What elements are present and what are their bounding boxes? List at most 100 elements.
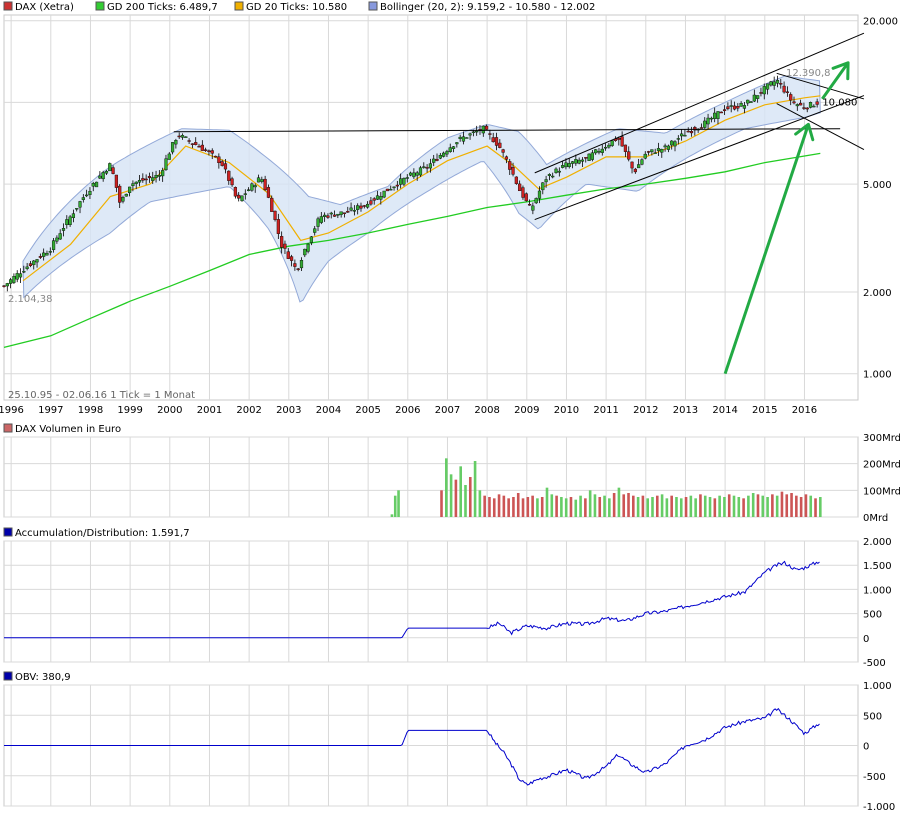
- legend-label-bollinger: Bollinger (20, 2): 9.159,2 - 10.580 - 12…: [380, 2, 595, 13]
- ad-title: Accumulation/Distribution: 1.591,7: [15, 528, 190, 539]
- x-tick-2001: 2001: [197, 405, 222, 416]
- volume-bar: [440, 490, 443, 517]
- candle-body: [468, 133, 472, 136]
- candle-body: [329, 212, 333, 215]
- candle-body: [12, 276, 16, 283]
- candle-body: [256, 177, 261, 183]
- candle-body: [32, 260, 36, 266]
- candle-body: [395, 184, 399, 187]
- x-tick-2009: 2009: [514, 405, 539, 416]
- candle-body: [266, 187, 271, 198]
- candles: [2, 75, 819, 292]
- candle-body: [425, 167, 429, 169]
- candle-body: [22, 271, 26, 273]
- candle-body: [752, 94, 756, 102]
- volume-bar: [747, 495, 750, 517]
- candle-body: [75, 208, 79, 210]
- candle-body: [772, 81, 776, 86]
- candle-body: [637, 164, 641, 169]
- candle-body: [603, 146, 608, 149]
- candle-body: [584, 157, 588, 159]
- volume-bar: [512, 497, 515, 517]
- volume-bar: [675, 497, 678, 517]
- panel-frame-main: [3, 14, 859, 401]
- candle-body: [418, 167, 423, 176]
- candle-body: [55, 237, 59, 242]
- x-tick-2012: 2012: [633, 405, 658, 416]
- candle-body: [319, 216, 323, 223]
- candle-body: [273, 210, 277, 220]
- volume-bar: [483, 495, 486, 517]
- candle-body: [415, 172, 419, 176]
- candle-body: [81, 197, 85, 200]
- candle-body: [88, 190, 92, 195]
- x-tick-1999: 1999: [117, 405, 142, 416]
- x-tick-2008: 2008: [474, 405, 499, 416]
- candle-body: [38, 256, 42, 258]
- candle-body: [570, 161, 575, 164]
- trend-line-downtrend-upper: [776, 72, 865, 100]
- candle-body: [98, 175, 102, 179]
- candle-body: [405, 177, 409, 179]
- candle-body: [590, 152, 594, 160]
- arrow-shaft-up-arrow: [821, 61, 850, 100]
- main-legend: DAX (Xetra) GD 200 Ticks: 6.489,7 GD 20 …: [3, 1, 595, 13]
- volume-bar: [569, 497, 573, 517]
- volume-bar: [790, 493, 793, 517]
- trend-line-channel-lower: [534, 95, 865, 221]
- candle-body: [537, 190, 542, 199]
- y-tick-ad: 0: [863, 634, 869, 645]
- volume-bar: [488, 497, 491, 517]
- candle-body: [676, 138, 680, 140]
- x-tick-1998: 1998: [78, 405, 103, 416]
- volume-bar: [555, 495, 558, 517]
- candle-body: [785, 91, 789, 93]
- candle-body: [782, 85, 786, 93]
- volume-bar: [804, 494, 808, 517]
- candle-body: [805, 107, 809, 110]
- legend-label-gd200: GD 200 Ticks: 6.489,7: [107, 2, 218, 13]
- volume-bar: [560, 497, 563, 517]
- candle-body: [190, 143, 195, 145]
- obv-title: OBV: 380,9: [15, 672, 71, 683]
- candle-body: [789, 94, 793, 101]
- y-tick-ad: 1.500: [863, 561, 892, 572]
- candle-body: [184, 136, 188, 138]
- candle-body: [650, 149, 654, 153]
- candle-body: [240, 195, 244, 202]
- candle-body: [280, 236, 284, 248]
- volume-bar: [814, 498, 817, 517]
- candle-body: [703, 120, 707, 128]
- volume-bar: [703, 495, 707, 517]
- candle-body: [313, 228, 317, 233]
- start-value-label: 2.104,38: [8, 294, 53, 305]
- candle-body: [749, 101, 753, 103]
- candle-body: [551, 175, 555, 178]
- candle-body: [812, 105, 816, 108]
- candle-body: [567, 163, 571, 167]
- trend-line-downtrend-lower: [776, 103, 865, 151]
- candle-body: [243, 193, 247, 195]
- volume-title: DAX Volumen in Euro: [15, 424, 121, 435]
- candle-body: [356, 205, 360, 210]
- candle-body: [227, 170, 231, 181]
- candle-body: [260, 179, 264, 182]
- candle-body: [346, 211, 350, 213]
- candle-body: [428, 163, 433, 169]
- candle-body: [511, 166, 515, 175]
- y-tick-ad: -500: [863, 658, 886, 669]
- candle-body: [627, 151, 631, 160]
- candle-body: [392, 186, 396, 189]
- candle-body: [71, 213, 76, 218]
- candle-body: [713, 112, 717, 119]
- candle-body: [673, 141, 677, 147]
- candle-body: [504, 156, 509, 160]
- candle-body: [276, 219, 280, 234]
- candle-body: [174, 140, 178, 145]
- candle-body: [686, 130, 690, 133]
- volume-bar: [751, 493, 755, 517]
- candle-body: [802, 107, 806, 109]
- candle-body: [610, 140, 614, 146]
- candle-body: [683, 134, 687, 137]
- candle-body: [524, 193, 528, 202]
